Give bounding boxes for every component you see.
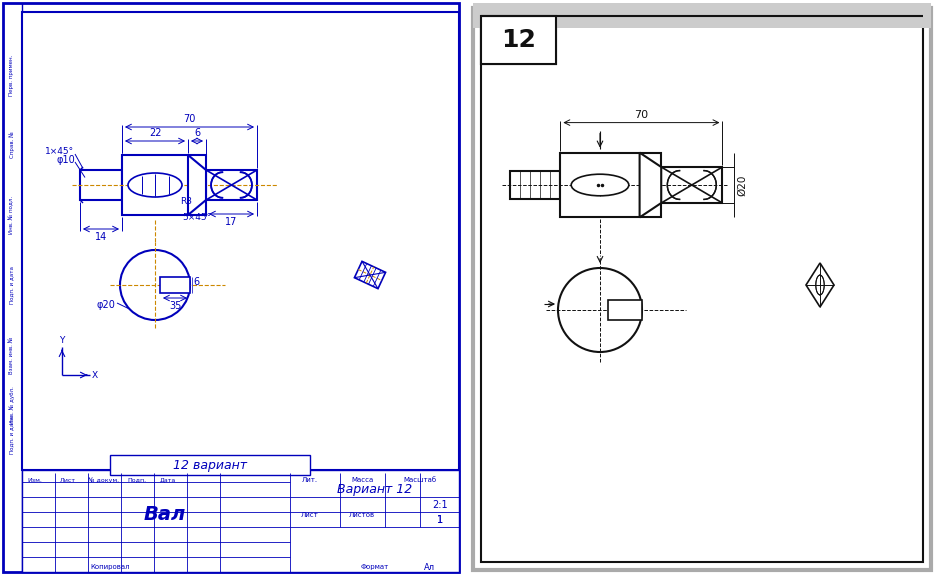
Bar bbox=[3, 3, 459, 572]
Text: φ20: φ20 bbox=[96, 300, 115, 310]
Polygon shape bbox=[640, 152, 661, 217]
Text: Инв. № подл.: Инв. № подл. bbox=[9, 196, 15, 234]
Text: Подп. и дата: Подп. и дата bbox=[9, 416, 15, 454]
Text: Подп.: Подп. bbox=[127, 477, 147, 482]
Text: Справ. №: Справ. № bbox=[9, 132, 15, 159]
Bar bbox=[206, 170, 257, 200]
Bar bbox=[473, 8, 931, 570]
Text: 5×45°: 5×45° bbox=[182, 213, 211, 223]
Text: 17: 17 bbox=[225, 217, 237, 227]
Bar bbox=[473, 3, 931, 28]
Bar bbox=[22, 470, 459, 572]
Text: Ø20: Ø20 bbox=[738, 174, 747, 196]
Text: Перв. примен.: Перв. примен. bbox=[9, 54, 15, 95]
Text: Вариант 12: Вариант 12 bbox=[338, 484, 412, 496]
Bar bbox=[481, 16, 923, 562]
Text: Ал: Ал bbox=[424, 562, 436, 572]
Text: 14: 14 bbox=[94, 232, 108, 242]
Text: Y: Y bbox=[59, 336, 65, 345]
Text: 1: 1 bbox=[437, 515, 443, 525]
Text: Копировал: Копировал bbox=[90, 564, 130, 570]
Text: φ10: φ10 bbox=[56, 155, 75, 165]
Text: 70: 70 bbox=[183, 114, 195, 124]
Bar bbox=[80, 170, 122, 200]
Text: Подп. и дата: Подп. и дата bbox=[9, 266, 15, 304]
Text: Дата: Дата bbox=[160, 477, 176, 482]
Bar bbox=[481, 16, 556, 64]
Text: Взам. инв. №: Взам. инв. № bbox=[9, 336, 15, 374]
Text: 70: 70 bbox=[634, 110, 649, 120]
Polygon shape bbox=[188, 155, 206, 215]
Bar bbox=[510, 171, 560, 200]
Text: Масса: Масса bbox=[351, 477, 373, 483]
Text: Изм.: Изм. bbox=[27, 477, 42, 482]
Circle shape bbox=[120, 250, 190, 320]
Text: R3: R3 bbox=[180, 197, 192, 205]
Ellipse shape bbox=[571, 174, 629, 196]
Text: Масштаб: Масштаб bbox=[403, 477, 437, 483]
Bar bbox=[122, 155, 206, 215]
Text: 1: 1 bbox=[437, 515, 443, 525]
Bar bbox=[22, 12, 459, 470]
Text: 12 вариант: 12 вариант bbox=[173, 458, 247, 472]
Text: № докум.: № докум. bbox=[89, 477, 120, 483]
Text: Формат: Формат bbox=[361, 564, 389, 570]
Text: 22: 22 bbox=[149, 128, 161, 138]
Bar bbox=[661, 167, 723, 203]
Bar bbox=[110, 455, 310, 475]
Bar bbox=[160, 277, 190, 293]
Text: Лист: Лист bbox=[60, 477, 76, 482]
Text: 1×45°: 1×45° bbox=[46, 148, 75, 156]
Polygon shape bbox=[806, 263, 834, 307]
Circle shape bbox=[558, 268, 642, 352]
Text: 6: 6 bbox=[193, 277, 199, 287]
Text: 6: 6 bbox=[194, 128, 200, 138]
Text: Листов: Листов bbox=[349, 512, 375, 518]
Text: Лит.: Лит. bbox=[302, 477, 318, 483]
Ellipse shape bbox=[128, 173, 182, 197]
Text: Инв. № дубл.: Инв. № дубл. bbox=[9, 386, 15, 424]
Bar bbox=[608, 300, 642, 320]
Text: Лист: Лист bbox=[301, 512, 319, 518]
Text: Вал: Вал bbox=[144, 505, 186, 524]
Polygon shape bbox=[354, 262, 385, 289]
Text: X: X bbox=[92, 370, 98, 380]
Text: 35: 35 bbox=[169, 301, 181, 311]
Text: 12: 12 bbox=[501, 28, 536, 52]
Text: 2:1: 2:1 bbox=[432, 500, 448, 510]
Bar bbox=[560, 152, 661, 217]
Bar bbox=[481, 16, 556, 64]
